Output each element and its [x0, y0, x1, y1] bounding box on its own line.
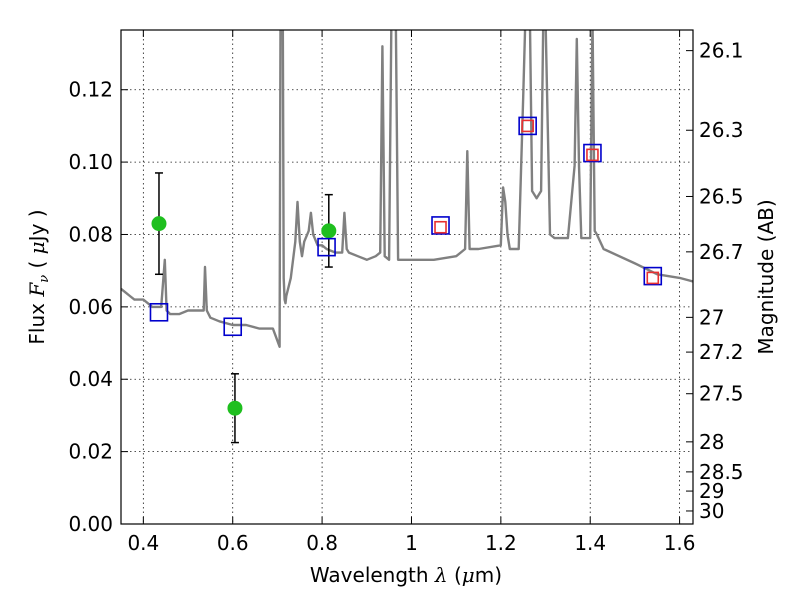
plot-area — [121, 30, 693, 444]
y2-tick-label: 28.5 — [699, 460, 744, 484]
x-tick-label: 0.4 — [127, 531, 159, 555]
y2-tick-label: 26.3 — [699, 118, 744, 142]
model-point-red — [434, 220, 447, 234]
x-tick-label: 1.2 — [485, 531, 517, 555]
y-tick-label: 0.02 — [68, 440, 113, 464]
y2-axis-title: Magnitude (AB) — [754, 199, 778, 354]
x-tick-label: 0.6 — [217, 531, 249, 555]
y2-tick-label: 26.7 — [699, 240, 744, 264]
y2-tick-label: 29 — [699, 479, 724, 503]
model-point-blue — [643, 266, 663, 286]
model-point-blue — [431, 216, 450, 235]
y2-tick-label: 27.5 — [699, 382, 744, 406]
y-tick-label: 0.06 — [68, 295, 113, 319]
y2-tick-label: 27.2 — [699, 340, 744, 364]
y-axis-title: Flux Fν ( μJy ) — [25, 209, 52, 344]
y-tick-label: 0.08 — [68, 222, 113, 246]
model-point-blue — [223, 317, 243, 337]
model-point-red — [586, 148, 599, 162]
model-point-blue — [149, 302, 169, 322]
model-point-blue — [317, 237, 336, 257]
ticks: 0.4 0.6 0.8 1 1.2 1.4 1.6 0.00 0.02 0.04 0.06 0.08 0… — [68, 30, 744, 555]
model-point-blue — [583, 143, 602, 163]
observed-point — [321, 223, 337, 239]
y2-tick-label: 26.5 — [699, 184, 744, 208]
x-axis-title: Wavelength λ (μm) — [310, 563, 502, 587]
y-tick-label: 0.00 — [68, 512, 113, 536]
grid — [121, 30, 693, 525]
y-tick-label: 0.12 — [68, 78, 113, 102]
y2-tick-label: 27 — [699, 305, 724, 329]
plot-frame — [120, 29, 694, 525]
x-tick-label: 0.8 — [306, 531, 338, 555]
observed-point — [227, 400, 243, 416]
x-tick-label: 1.6 — [664, 531, 696, 555]
x-tick-label: 1.4 — [574, 531, 606, 555]
y2-tick-label: 28 — [699, 430, 724, 454]
model-point-red — [646, 271, 660, 285]
y-tick-label: 0.04 — [68, 367, 113, 391]
y2-tick-label: 30 — [699, 499, 724, 523]
y2-tick-label: 26.1 — [699, 39, 744, 63]
y-tick-label: 0.10 — [68, 150, 113, 174]
spectrum-line — [121, 30, 693, 348]
model-point-red — [521, 119, 534, 133]
model-point-blue — [518, 116, 537, 136]
observed-point — [151, 216, 167, 232]
x-tick-label: 1 — [405, 531, 418, 555]
